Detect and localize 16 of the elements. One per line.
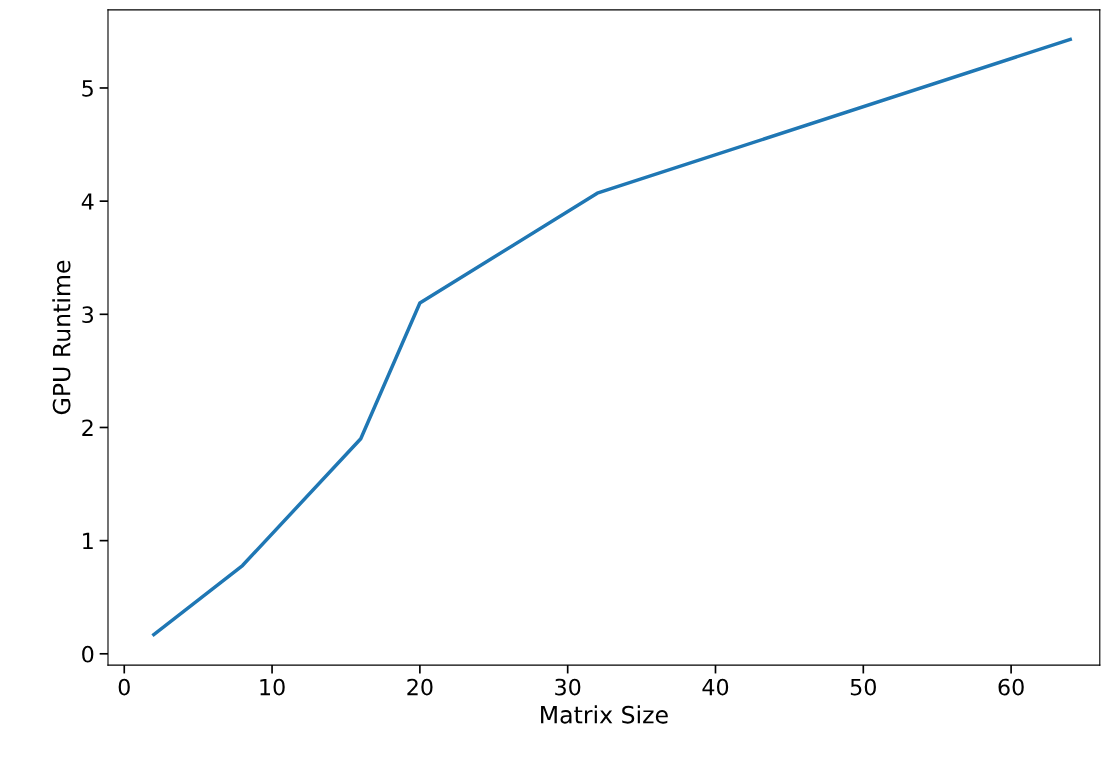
y-tick-label: 3: [82, 306, 94, 324]
y-tick-label: 2: [82, 419, 93, 436]
x-tick-label: 10: [260, 678, 285, 696]
y-tick-label: 4: [81, 193, 94, 210]
x-tick-label: 0: [118, 678, 130, 696]
y-tick-label: 1: [83, 532, 93, 550]
x-tick-label: 30: [555, 678, 581, 696]
x-tick-label: 60: [998, 678, 1024, 696]
x-tick-label: 40: [702, 678, 729, 696]
x-axis-title: Matrix Size: [541, 705, 668, 724]
y-axis-title: GPU Runtime: [52, 260, 71, 415]
line-series: [152, 37, 1072, 637]
x-tick-label: 50: [850, 678, 876, 696]
y-tick-label: 5: [82, 80, 93, 97]
x-tick-label: 20: [407, 678, 433, 696]
y-tick-label: 0: [82, 645, 94, 663]
